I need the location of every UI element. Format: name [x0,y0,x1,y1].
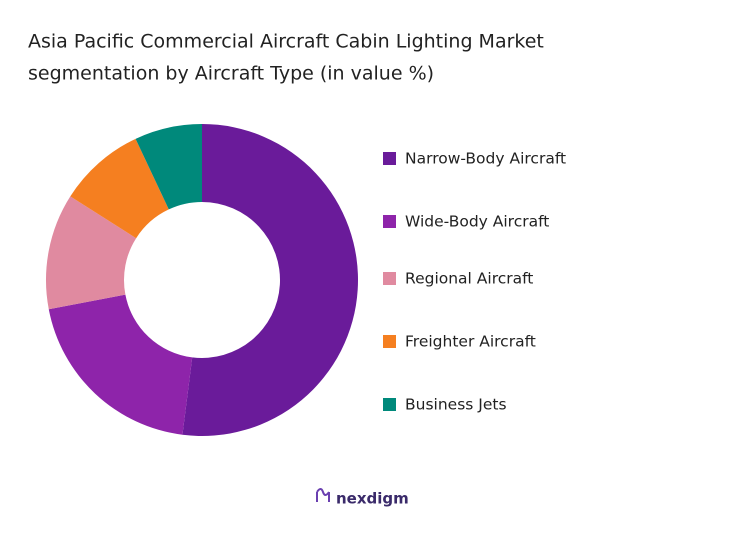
logo-text: nexdigm [336,490,409,508]
legend-label: Freighter Aircraft [405,333,536,351]
legend-swatch [383,398,396,411]
donut-slice [48,294,193,435]
chart-title: segmentation by Aircraft Type (in value … [28,63,434,85]
donut-slice [70,138,169,239]
chart-title: Asia Pacific Commercial Aircraft Cabin L… [28,31,544,53]
legend-swatch [383,152,396,165]
donut-slice [182,124,358,436]
legend-swatch [383,215,396,228]
legend-swatch [383,335,396,348]
legend-label: Regional Aircraft [405,270,533,288]
donut-slice [135,124,202,210]
legend-swatch [383,272,396,285]
legend-label: Narrow-Body Aircraft [405,150,566,168]
logo-icon [316,488,330,502]
legend-label: Business Jets [405,396,507,414]
donut-slice [46,196,137,310]
legend-label: Wide-Body Aircraft [405,213,549,231]
